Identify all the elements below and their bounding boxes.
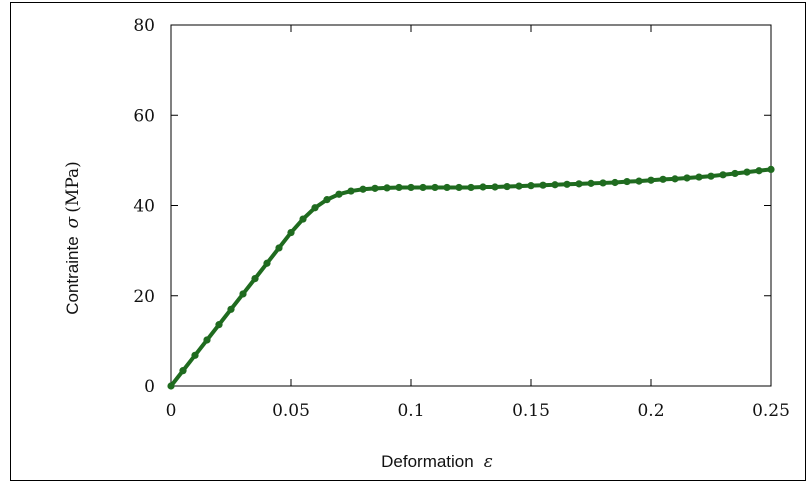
data-point — [479, 183, 487, 191]
data-point — [191, 351, 199, 359]
data-point — [647, 176, 655, 184]
y-tick-label: 0 — [144, 377, 155, 397]
x-tick-label: 0 — [166, 401, 177, 421]
y-tick-label: 60 — [133, 106, 155, 126]
x-axis-label: Deformation ε — [381, 452, 493, 472]
data-point — [359, 185, 367, 193]
data-point — [683, 174, 691, 182]
data-point — [707, 172, 715, 180]
data-point — [323, 196, 331, 204]
data-point — [527, 182, 535, 190]
x-tick-label: 0.25 — [752, 401, 790, 421]
data-point — [299, 215, 307, 223]
data-point — [767, 165, 775, 173]
data-point — [599, 179, 607, 187]
chart-frame — [10, 2, 806, 481]
data-point — [227, 305, 235, 313]
data-point — [695, 173, 703, 181]
data-point — [215, 321, 223, 329]
data-point — [395, 183, 403, 192]
data-point — [491, 183, 499, 191]
data-point — [575, 180, 583, 188]
data-point — [287, 228, 295, 237]
x-tick-label: 0.15 — [512, 401, 550, 421]
plot-area — [170, 24, 772, 387]
data-point — [383, 184, 391, 192]
data-point — [431, 183, 439, 192]
data-point — [263, 259, 271, 267]
data-point — [407, 183, 415, 192]
y-axis-label: Contrainte σ (MPa) — [63, 161, 83, 315]
data-point — [563, 180, 571, 188]
data-point — [671, 175, 679, 183]
data-point — [203, 336, 211, 344]
data-point — [611, 178, 619, 187]
data-point — [455, 183, 463, 192]
data-point — [311, 204, 319, 212]
axis-ticks: 0 0.05 0.1 0.15 0.2 0.25 0 20 40 60 80 — [133, 16, 790, 421]
data-point — [623, 177, 631, 186]
y-tick-label: 40 — [133, 197, 155, 217]
data-point — [719, 171, 727, 179]
series-line — [169, 167, 772, 388]
data-point — [755, 167, 763, 175]
y-axis-label-symbol: σ — [63, 216, 83, 228]
series-layer — [167, 165, 775, 390]
data-point — [335, 190, 343, 198]
x-tick-label: 0.1 — [397, 401, 424, 421]
data-point — [587, 179, 595, 187]
y-tick-label: 80 — [133, 16, 155, 36]
x-tick-label: 0.2 — [637, 401, 664, 421]
data-point — [251, 275, 259, 283]
data-point — [371, 184, 379, 192]
x-axis-label-symbol: ε — [484, 452, 493, 472]
data-point — [659, 175, 667, 183]
y-axis-label-text: Contrainte — [63, 236, 82, 314]
data-point — [551, 181, 559, 189]
data-point — [179, 367, 187, 375]
data-point — [635, 177, 643, 185]
data-point — [443, 183, 451, 192]
x-axis-label-text: Deformation — [381, 452, 474, 471]
data-point — [743, 168, 751, 176]
y-tick-label: 20 — [133, 287, 155, 307]
data-point — [539, 181, 547, 189]
data-point — [503, 182, 511, 191]
data-point — [167, 382, 175, 390]
data-point — [515, 182, 523, 190]
y-axis-label-unit: (MPa) — [63, 161, 83, 212]
x-tick-label: 0.05 — [272, 401, 310, 421]
data-point — [467, 183, 475, 192]
data-point — [275, 244, 283, 252]
data-point — [239, 290, 247, 298]
data-point — [419, 183, 427, 192]
data-point — [347, 187, 355, 195]
data-point — [731, 169, 739, 178]
